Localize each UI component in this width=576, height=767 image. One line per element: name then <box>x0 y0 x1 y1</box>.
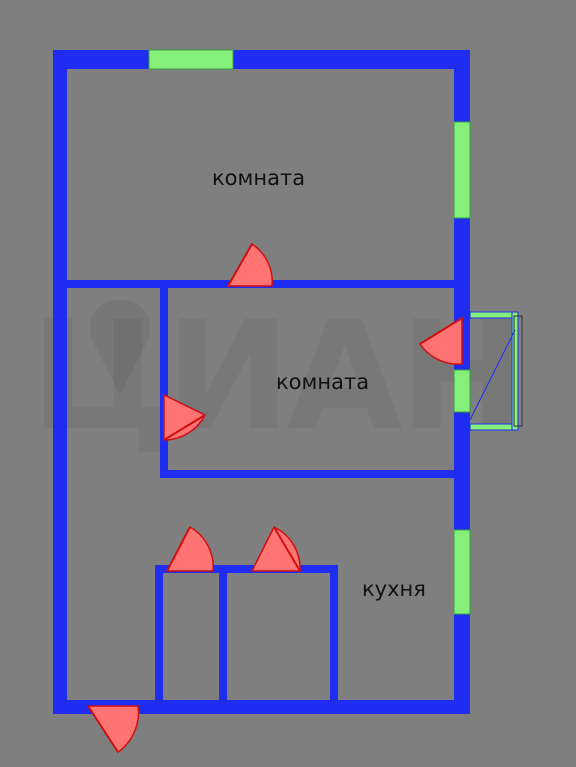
balcony <box>469 311 523 431</box>
wall-closet-mid <box>219 565 227 702</box>
door-room1 <box>226 242 273 287</box>
window-top <box>148 49 234 70</box>
wall-left <box>53 50 67 714</box>
watermark: ЦИАН <box>30 290 524 464</box>
room-label-kitchen: кухня <box>362 577 426 601</box>
balcony-rail-top <box>469 311 519 319</box>
doors <box>86 242 463 754</box>
window-right-upper <box>453 121 471 219</box>
wall-bottom <box>53 700 470 714</box>
room-label-1: комната <box>212 166 306 190</box>
wall-room2-left <box>160 288 168 478</box>
window-right-balcony <box>453 369 471 413</box>
room-label-2: комната <box>276 370 370 394</box>
window-right-kitchen <box>453 529 471 615</box>
balcony-rail-right <box>511 311 519 431</box>
door-room2 <box>163 393 207 441</box>
wall-closets-top <box>155 565 337 573</box>
wall-closet-right <box>330 565 338 702</box>
door-balcony <box>418 316 463 365</box>
door-closet-2 <box>250 526 301 572</box>
location-pin-icon <box>89 300 151 395</box>
windows <box>148 49 471 615</box>
door-closet-1 <box>165 525 214 572</box>
wall-closet-left <box>155 565 163 702</box>
door-entrance <box>86 705 140 754</box>
wall-room2-bottom <box>160 470 454 478</box>
wall-top <box>53 50 470 69</box>
balcony-rail-bottom <box>469 423 519 431</box>
